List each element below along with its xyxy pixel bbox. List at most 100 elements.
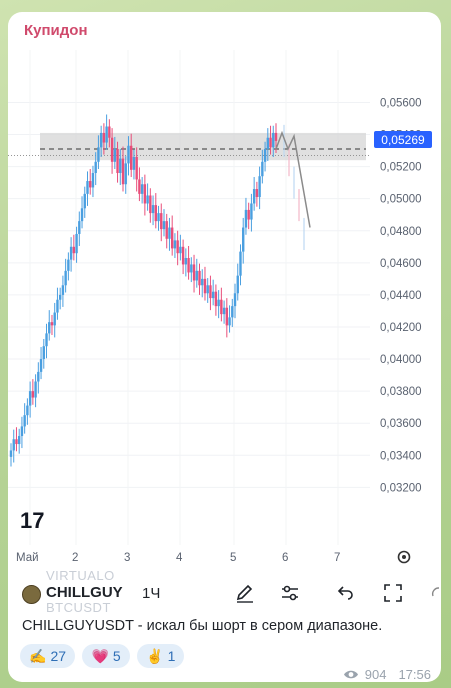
candle-body	[170, 227, 174, 249]
symbol-name[interactable]: CHILLGUY	[46, 584, 123, 601]
candle-body	[17, 436, 21, 445]
candle-body	[181, 246, 185, 265]
undo-icon[interactable]	[334, 582, 356, 604]
candle-body	[53, 312, 56, 326]
candle-body	[239, 251, 242, 276]
candle-body	[247, 209, 250, 220]
candle-body	[162, 221, 166, 230]
candle-body	[255, 189, 259, 198]
y-tick-label: 0,03400	[380, 450, 422, 462]
candle-body	[195, 270, 198, 281]
candle-body	[272, 132, 275, 148]
pencil-icon[interactable]	[234, 582, 256, 604]
candle-body	[149, 195, 152, 214]
candle-body	[48, 322, 51, 334]
reaction-count: 5	[112, 648, 121, 664]
x-tick-label: 7	[334, 552, 340, 564]
candle-body	[97, 147, 100, 162]
y-tick-label: 0,05200	[380, 162, 422, 174]
candle-body	[108, 126, 111, 138]
candle-body	[113, 148, 117, 162]
sender-name[interactable]: Купидон	[24, 22, 88, 39]
interval-selector[interactable]: 1Ч	[142, 585, 161, 602]
candle-body	[20, 426, 24, 437]
symbol-logo-icon	[22, 585, 41, 604]
y-tick-label: 0,05000	[380, 194, 422, 206]
candle-body	[34, 381, 37, 398]
candle-body	[138, 179, 141, 194]
candle-body	[220, 299, 223, 315]
reaction-writing[interactable]: ✍ 27	[20, 644, 76, 668]
candlestick-chart: 0,056000,054000,052000,050000,048000,046…	[8, 50, 432, 564]
chart-image[interactable]: 0,056000,054000,052000,050000,048000,046…	[8, 50, 441, 570]
hand-icon: ✌	[146, 647, 164, 664]
candle-body	[130, 145, 133, 170]
candle-body	[121, 158, 125, 185]
candle-body	[50, 322, 54, 326]
candle-body	[15, 439, 18, 445]
candle-body	[184, 258, 188, 265]
candle-body	[198, 270, 201, 286]
candle-body	[261, 161, 264, 177]
candle-body	[89, 181, 92, 188]
candle-body	[9, 450, 13, 457]
candle-body	[69, 246, 73, 260]
settings-gear-icon[interactable]	[397, 550, 411, 564]
candle-body	[91, 173, 95, 188]
more-arc-icon[interactable]	[427, 582, 441, 604]
y-tick-label: 0,04800	[380, 226, 422, 238]
candle-body	[225, 307, 229, 326]
candle-body	[67, 259, 70, 271]
y-tick-label: 0,04200	[380, 322, 422, 334]
candle-body	[110, 137, 114, 162]
candle-body	[242, 227, 245, 252]
ghost-symbol-top: VIRTUALO	[46, 568, 115, 583]
candle-body	[23, 415, 26, 427]
candle-body	[56, 299, 59, 313]
indicators-sliders-icon[interactable]	[279, 582, 301, 604]
candle-body	[192, 264, 196, 281]
fullscreen-icon[interactable]	[382, 582, 404, 604]
candle-body	[80, 208, 84, 222]
candle-body	[39, 359, 43, 372]
y-tick-label: 0,05600	[380, 97, 422, 109]
candle-body	[228, 317, 231, 326]
candle-body	[132, 156, 136, 170]
candle-body	[94, 161, 97, 174]
candle-body	[75, 233, 78, 254]
candle-body	[45, 333, 48, 347]
message-caption: CHILLGUYUSDT - искал бы шорт в сером диа…	[22, 618, 383, 634]
candle-body	[274, 132, 278, 141]
heart-icon: 💗	[91, 647, 109, 664]
candle-body	[127, 145, 130, 164]
candle-body	[151, 205, 155, 214]
candle-body	[211, 291, 215, 299]
candle-body	[231, 306, 234, 318]
candle-body	[233, 293, 237, 307]
pen-icon: ✍	[29, 647, 47, 664]
message-meta: 904 17:56	[343, 667, 431, 682]
candle-body	[12, 439, 15, 451]
eye-icon	[343, 670, 358, 679]
candle-body	[119, 158, 122, 174]
candle-body	[105, 126, 108, 143]
chart-toolbar: VIRTUALO BTCUSDT CHILLGUY 1Ч	[8, 568, 441, 615]
candle-body	[61, 285, 65, 295]
x-tick-label: 5	[230, 552, 236, 564]
candle-body	[206, 285, 209, 294]
candle-body	[244, 209, 248, 228]
x-tick-label: 6	[282, 552, 288, 564]
candle-body	[266, 137, 270, 149]
price-label: 0,05269	[374, 131, 432, 148]
gray-range-zone	[40, 132, 366, 161]
candle-body	[173, 240, 177, 249]
reaction-count: 27	[50, 648, 67, 664]
reaction-hand[interactable]: ✌ 1	[137, 644, 185, 668]
y-tick-label: 0,04400	[380, 290, 422, 302]
candle-body	[102, 132, 106, 143]
reaction-heart[interactable]: 💗 5	[82, 644, 130, 668]
x-tick-label: 2	[72, 552, 78, 564]
candle-body	[154, 205, 157, 222]
x-tick-label: Май	[16, 552, 39, 564]
y-tick-label: 0,04600	[380, 258, 422, 270]
